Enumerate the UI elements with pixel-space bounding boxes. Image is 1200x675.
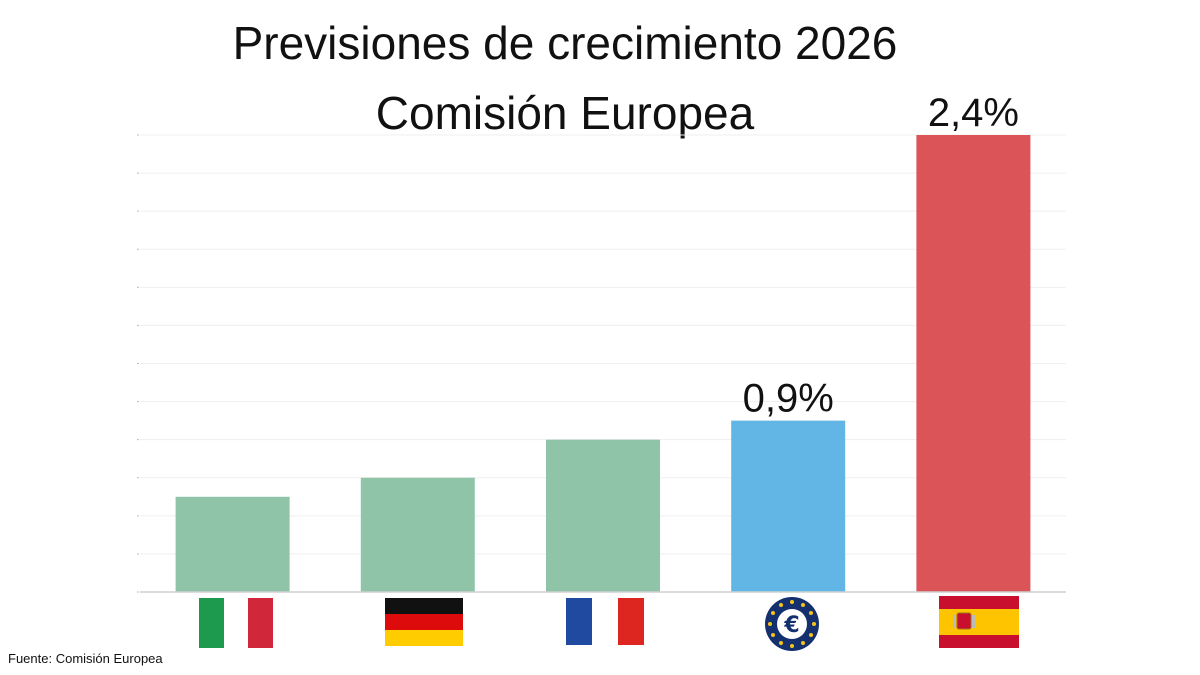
bar-zona-euro: [731, 420, 846, 592]
chart-title-line1: Previsiones de crecimiento 2026: [232, 17, 898, 69]
euro-icon: €: [764, 596, 820, 652]
data-label: 2,4%: [928, 91, 1019, 135]
italy-flag-icon: [199, 598, 273, 648]
bar-españa: [916, 135, 1031, 592]
svg-text:€: €: [783, 613, 799, 638]
bar-italia: [175, 496, 290, 592]
bar-alemania: [360, 477, 475, 592]
germany-flag-icon: [385, 598, 463, 646]
bar-francia: [546, 439, 660, 592]
source-note: Fuente: Comisión Europea: [8, 651, 163, 666]
spain-flag-icon: [939, 596, 1019, 648]
data-label: 0,9%: [743, 377, 834, 421]
france-flag-icon: [566, 598, 644, 645]
chart-title-line2: Comisión Europea: [375, 87, 755, 139]
